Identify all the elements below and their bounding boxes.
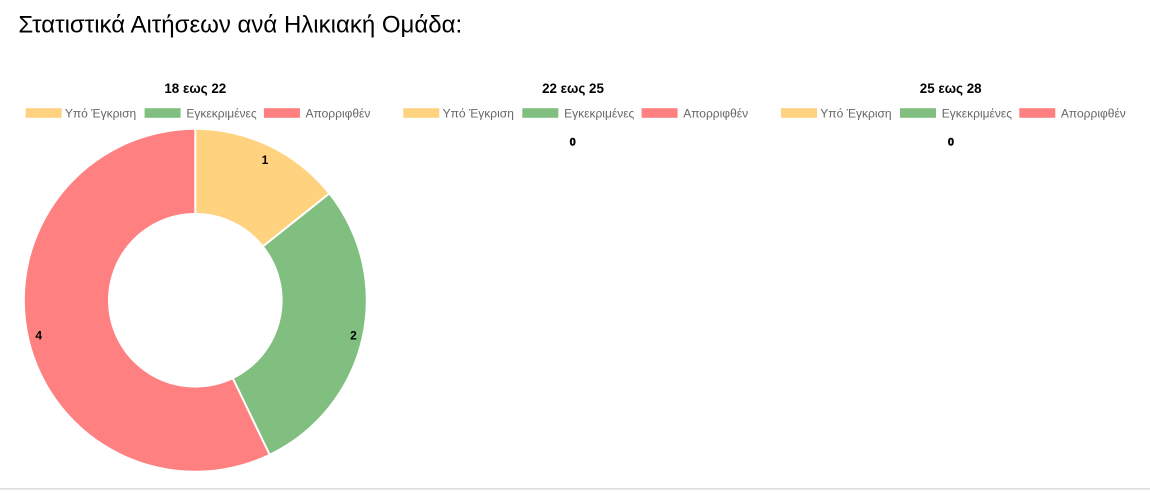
svg-text:Υπό Έγκριση: Υπό Έγκριση [65, 107, 136, 121]
svg-text:Απορριφθέν: Απορριφθέν [306, 107, 371, 121]
svg-text:Εγκεκριμένες: Εγκεκριμένες [942, 107, 1012, 121]
svg-text:Στατιστικά Αιτήσεων ανά Ηλικια: Στατιστικά Αιτήσεων ανά Ηλικιακή Ομάδα: [18, 12, 462, 39]
svg-text:Απορριφθέν: Απορριφθέν [683, 107, 748, 121]
svg-text:Υπό Έγκριση: Υπό Έγκριση [443, 107, 514, 121]
svg-text:Υπό Έγκριση: Υπό Έγκριση [820, 107, 891, 121]
svg-text:0: 0 [948, 137, 954, 149]
svg-text:22 εως 25: 22 εως 25 [542, 81, 604, 96]
svg-text:Απορριφθέν: Απορριφθέν [1061, 107, 1126, 121]
svg-text:Εγκεκριμένες: Εγκεκριμένες [564, 107, 634, 121]
svg-text:2: 2 [350, 329, 357, 343]
svg-text:4: 4 [35, 329, 42, 343]
svg-text:Εγκεκριμένες: Εγκεκριμένες [186, 107, 256, 121]
svg-text:0: 0 [570, 137, 576, 149]
svg-text:25 εως 28: 25 εως 28 [920, 81, 982, 96]
svg-text:18 εως 22: 18 εως 22 [164, 81, 226, 96]
svg-text:1: 1 [262, 153, 269, 167]
